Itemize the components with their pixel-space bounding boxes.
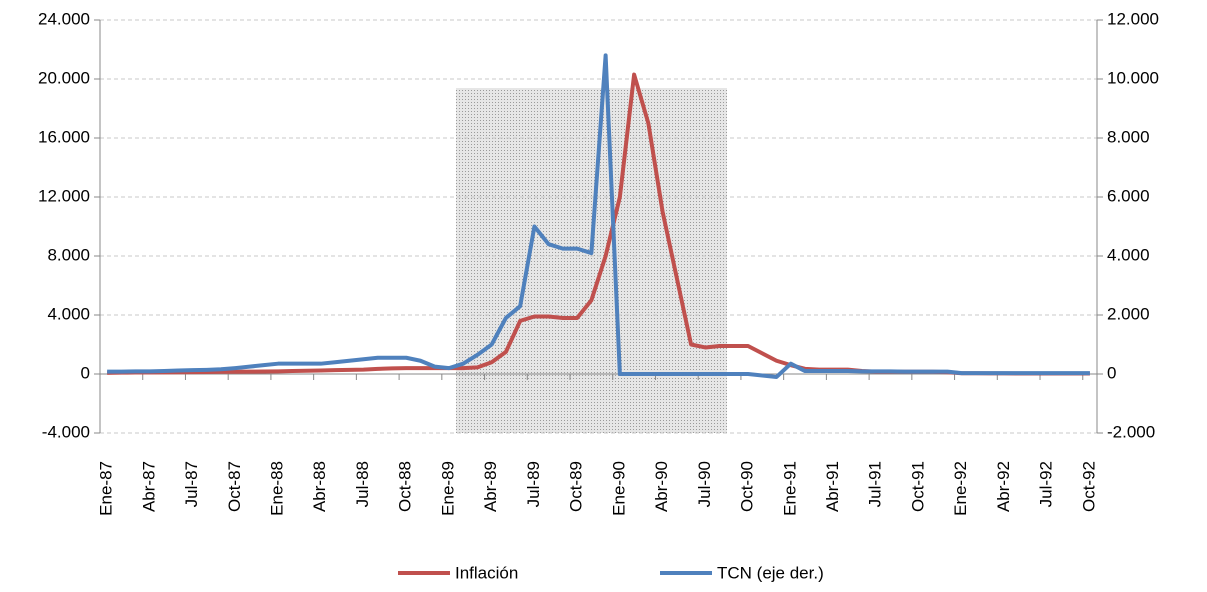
y-tick-label: 0	[81, 363, 90, 382]
x-tick-label: Ene-89	[438, 461, 457, 516]
x-tick-label: Jul-90	[695, 461, 714, 507]
legend-label: TCN (eje der.)	[717, 563, 824, 582]
x-tick-label: Abr-92	[994, 461, 1013, 512]
x-tick-label: Jul-87	[182, 461, 201, 507]
x-tick-label: Ene-90	[609, 461, 628, 516]
y-tick-label: 16.000	[38, 127, 90, 146]
y-tick-label: 8.000	[47, 245, 90, 264]
y-tick-label: -4.000	[42, 422, 90, 441]
y-tick-label: 20.000	[38, 68, 90, 87]
x-tick-label: Oct-87	[225, 461, 244, 512]
y2-tick-label: 2.000	[1107, 304, 1150, 323]
y2-tick-label: 0	[1107, 363, 1116, 382]
y2-tick-label: 6.000	[1107, 186, 1150, 205]
x-tick-label: Ene-92	[951, 461, 970, 516]
x-tick-label: Oct-89	[567, 461, 586, 512]
y2-tick-label: 8.000	[1107, 127, 1150, 146]
x-tick-label: Jul-92	[1037, 461, 1056, 507]
y-tick-label: 4.000	[47, 304, 90, 323]
x-tick-label: Abr-89	[481, 461, 500, 512]
y2-tick-label: 10.000	[1107, 68, 1159, 87]
x-tick-label: Oct-92	[1079, 461, 1098, 512]
x-tick-label: Abr-90	[652, 461, 671, 512]
y-tick-label: 12.000	[38, 186, 90, 205]
x-tick-label: Ene-87	[97, 461, 116, 516]
x-tick-label: Abr-88	[310, 461, 329, 512]
legend-label: Inflación	[455, 563, 518, 582]
x-tick-label: Oct-91	[908, 461, 927, 512]
x-tick-label: Ene-88	[268, 461, 287, 516]
x-tick-label: Jul-88	[353, 461, 372, 507]
x-tick-label: Oct-90	[738, 461, 757, 512]
x-tick-label: Oct-88	[396, 461, 415, 512]
y-tick-label: 24.000	[38, 9, 90, 28]
highlight-band	[456, 88, 727, 433]
y2-tick-label: -2.000	[1107, 422, 1155, 441]
y2-tick-label: 12.000	[1107, 9, 1159, 28]
x-tick-label: Jul-91	[866, 461, 885, 507]
series-line	[107, 53, 1090, 379]
x-tick-label: Abr-87	[139, 461, 158, 512]
y2-tick-label: 4.000	[1107, 245, 1150, 264]
x-tick-label: Abr-91	[823, 461, 842, 512]
x-tick-label: Ene-91	[780, 461, 799, 516]
x-tick-label: Jul-89	[524, 461, 543, 507]
